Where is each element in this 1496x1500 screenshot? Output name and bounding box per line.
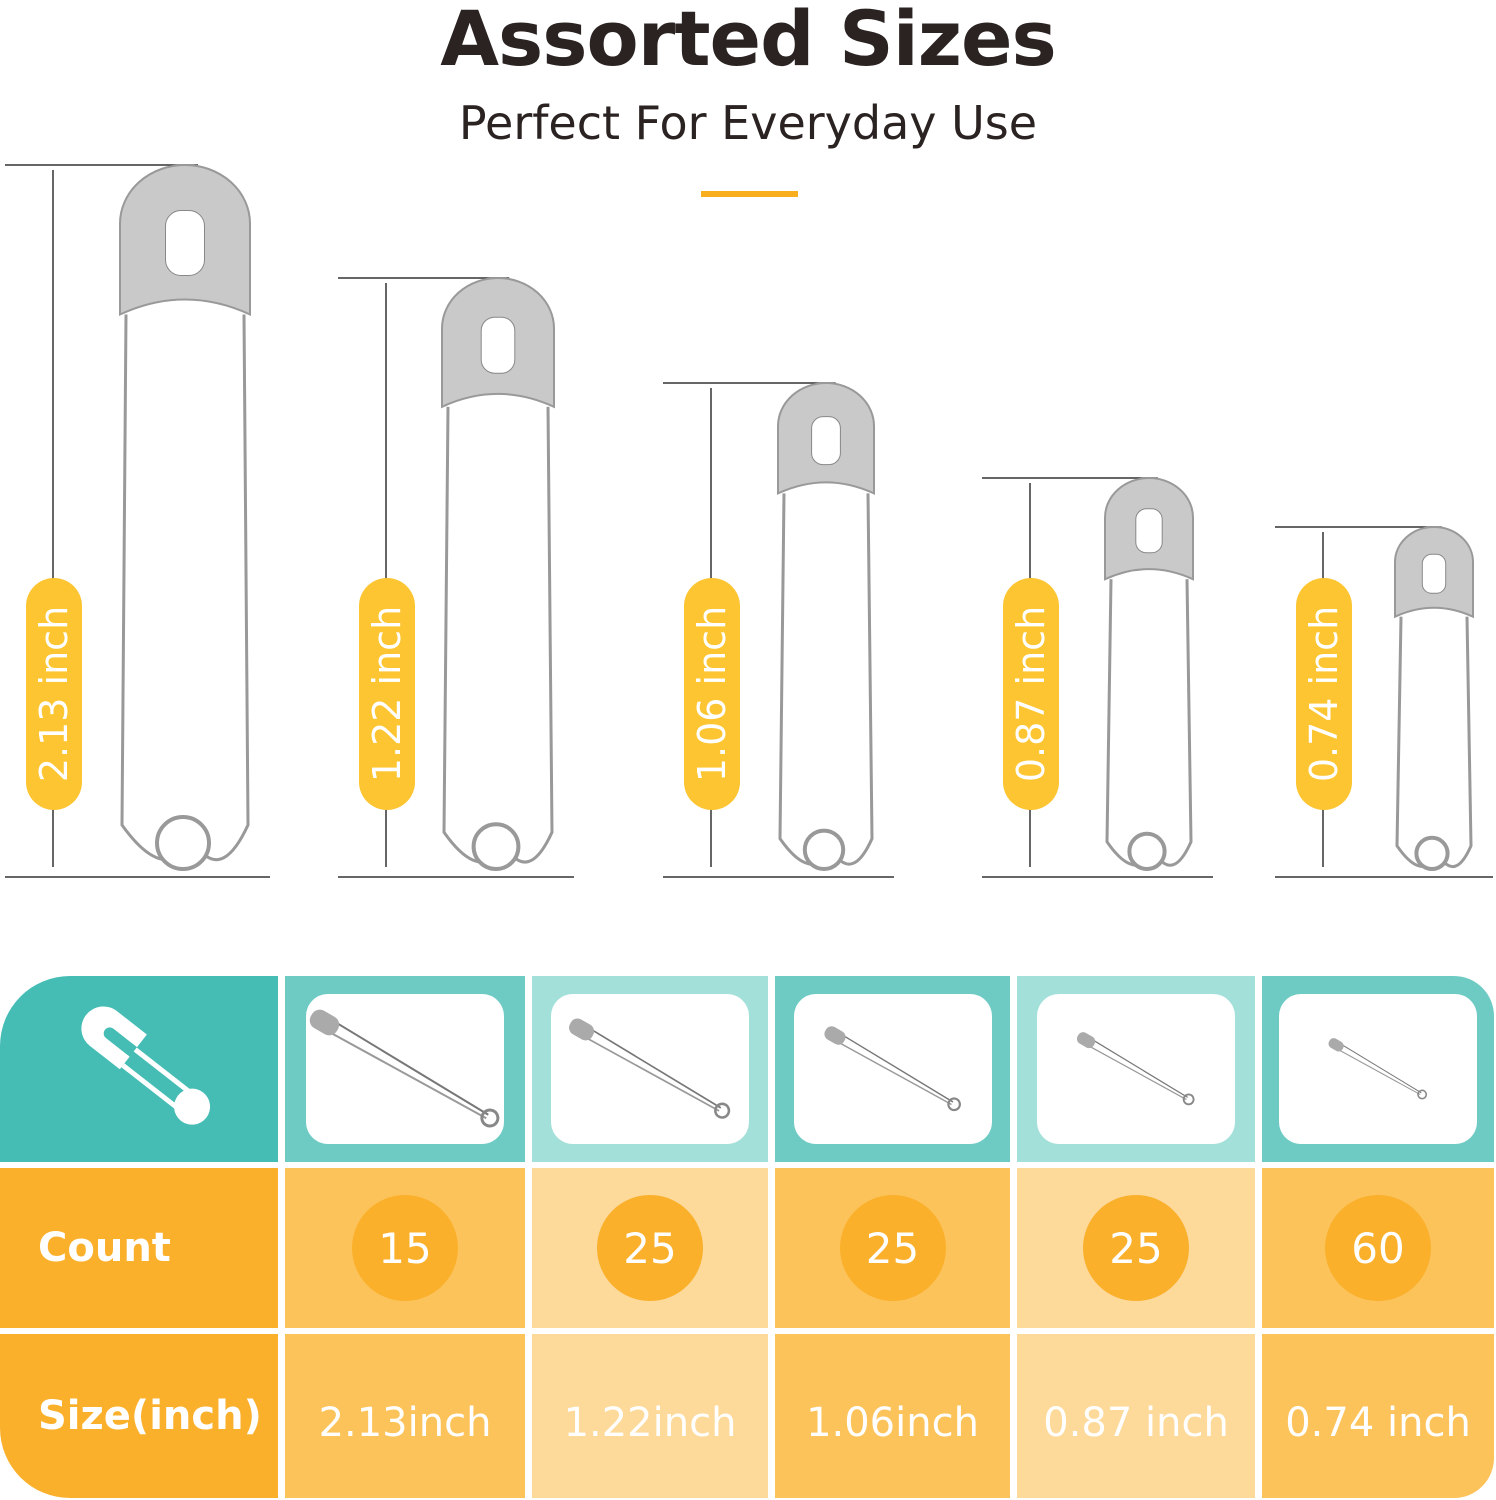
size-pill: 1.06 inch xyxy=(684,578,740,810)
count-cell: 25 xyxy=(775,1168,1010,1328)
safety-pin-image xyxy=(569,1018,731,1119)
count-badge: 25 xyxy=(597,1195,703,1301)
size-cell: 1.06inch xyxy=(775,1334,1010,1498)
safety-pin xyxy=(1275,526,1493,878)
accent-divider xyxy=(701,191,798,197)
safety-pin xyxy=(663,382,894,878)
page-title: Assorted Sizes xyxy=(440,0,1057,83)
size-pill: 0.74 inch xyxy=(1296,578,1352,810)
row-label-count: Count xyxy=(0,1168,278,1328)
header-icon-cell xyxy=(0,976,278,1162)
pin-thumbnail-cell xyxy=(285,976,525,1162)
row-label-size: Size(inch) xyxy=(0,1334,278,1498)
pin-thumbnail xyxy=(1279,994,1477,1144)
pin-thumbnail-cell xyxy=(1017,976,1255,1162)
pin-thumbnail-cell xyxy=(532,976,768,1162)
count-cell: 60 xyxy=(1262,1168,1494,1328)
size-cell: 0.87 inch xyxy=(1017,1334,1255,1498)
count-cell: 15 xyxy=(285,1168,525,1328)
count-badge: 15 xyxy=(352,1195,458,1301)
pin-thumbnail xyxy=(551,994,749,1144)
size-label: 1.06 inch xyxy=(690,605,734,783)
size-pill: 1.22 inch xyxy=(359,578,415,810)
count-cell: 25 xyxy=(1017,1168,1255,1328)
count-cell: 25 xyxy=(532,1168,768,1328)
pin-thumbnail-cell xyxy=(775,976,1010,1162)
pin-size-illustration xyxy=(5,164,1493,878)
size-cell: 2.13inch xyxy=(285,1334,525,1498)
size-pill: 2.13 inch xyxy=(26,578,82,810)
count-badge: 60 xyxy=(1325,1195,1431,1301)
safety-pin-image xyxy=(1328,1038,1428,1100)
safety-pin-image xyxy=(1076,1032,1195,1106)
size-pill: 0.87 inch xyxy=(1003,578,1059,810)
pin-thumbnail xyxy=(793,994,992,1144)
size-cell: 0.74 inch xyxy=(1262,1334,1494,1498)
count-badge: 25 xyxy=(1083,1195,1189,1301)
safety-pin xyxy=(5,164,270,878)
safety-pin-image xyxy=(309,1009,500,1128)
safety-pin xyxy=(982,477,1213,878)
count-badge: 25 xyxy=(839,1195,946,1301)
size-label: 1.22 inch xyxy=(365,605,409,783)
safety-pin-icon xyxy=(81,1006,211,1125)
size-cell: 1.22inch xyxy=(532,1334,768,1498)
size-label: 0.74 inch xyxy=(1302,605,1346,783)
size-label: 0.87 inch xyxy=(1009,605,1053,783)
comparison-table: 15 2.13inch 25 1.22inch 25 1.06in xyxy=(0,976,1496,1498)
page-subtitle: Perfect For Everyday Use xyxy=(458,96,1038,150)
pin-thumbnail-cell xyxy=(1262,976,1494,1162)
pin-thumbnail xyxy=(1037,994,1235,1144)
safety-pin-image xyxy=(823,1026,961,1112)
pin-thumbnail xyxy=(306,994,504,1144)
size-label: 2.13 inch xyxy=(32,605,76,783)
